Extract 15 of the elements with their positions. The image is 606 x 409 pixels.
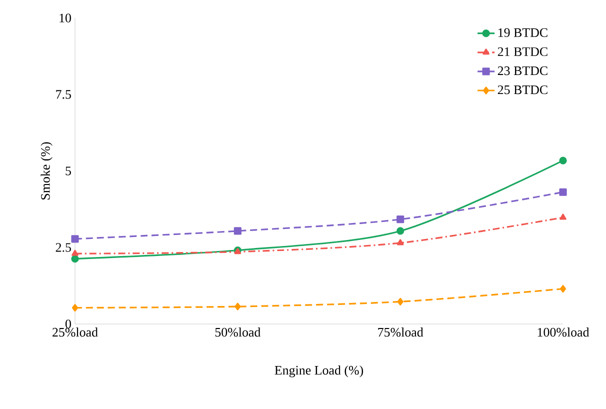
legend-label: 23 BTDC <box>498 66 548 76</box>
legend-label: 21 BTDC <box>498 47 548 56</box>
legend-label: 25 BTDC <box>498 85 548 94</box>
x-tick-label: 50%load <box>215 328 261 337</box>
y-tick-label: 10 <box>60 14 71 22</box>
y-tick-label: 2.5 <box>56 243 71 252</box>
legend-label: 19 BTDC <box>498 28 548 38</box>
y-tick-label: 0 <box>66 320 71 328</box>
y-tick-label: 5 <box>66 166 71 176</box>
x-axis-title: Engine Load (%) <box>274 366 364 378</box>
y-axis-title: Smoke (%) <box>40 142 52 200</box>
x-tick-label: 75%load <box>378 328 424 337</box>
y-tick-label: 7.5 <box>56 90 71 99</box>
x-tick-label: 100%load <box>538 328 590 337</box>
x-tick-label: 25%load <box>52 328 98 337</box>
